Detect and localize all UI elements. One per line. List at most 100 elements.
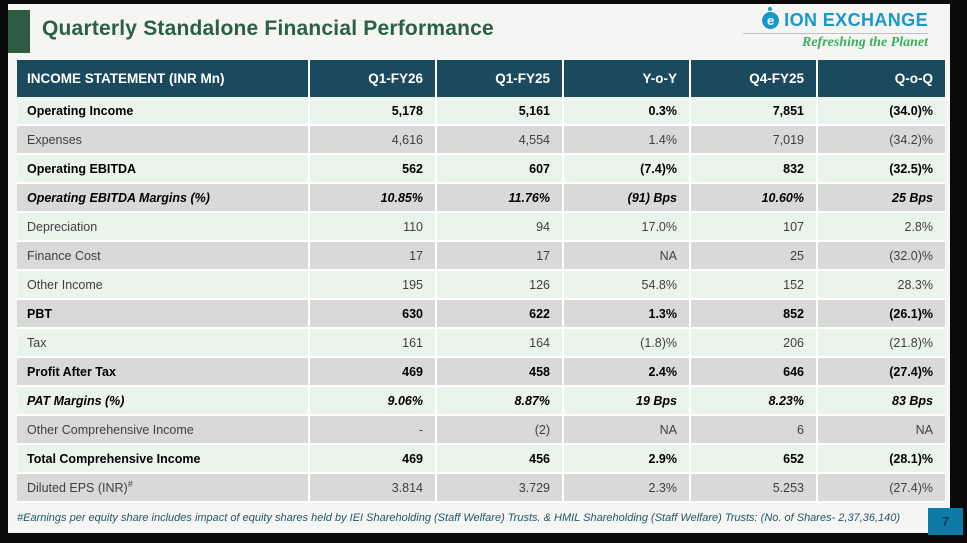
row-label: Expenses [17, 126, 310, 155]
table-cell: 2.8% [818, 213, 945, 242]
table-row: Total Comprehensive Income 469 456 2.9% 652(… [17, 445, 945, 474]
table-row: Operating EBITDA 562 607 (7.4)% 832 (32.5)% [17, 155, 945, 184]
row-label: Depreciation [17, 213, 310, 242]
row-label: PAT Margins (%) [17, 387, 310, 416]
table-cell: 17.0% [564, 213, 691, 242]
table-cell: 0.3% [564, 97, 691, 126]
table-cell: 6 [691, 416, 818, 445]
table-row: PBT 630 622 1.3% 852 (26.1)% [17, 300, 945, 329]
table-cell: 25 Bps [818, 184, 945, 213]
table-cell: 8.87% [437, 387, 564, 416]
table-row: Finance Cost 17 17 NA 25 (32.0)% [17, 242, 945, 271]
slide: Quarterly Standalone Financial Performan… [8, 4, 950, 533]
table-cell: (32.5)% [818, 155, 945, 184]
logo-divider [743, 33, 928, 34]
table-cell: (27.4)% [818, 358, 945, 387]
table-cell: - [310, 416, 437, 445]
table-cell: 164 [437, 329, 564, 358]
table-cell: (28.1)% [818, 445, 945, 474]
row-label: PBT [17, 300, 310, 329]
table-cell: 5,161 [437, 97, 564, 126]
table-cell: 832 [691, 155, 818, 184]
column-header: Q4-FY25 [691, 60, 818, 97]
table-cell: 456 [437, 445, 564, 474]
row-label: Tax [17, 329, 310, 358]
table-cell: 1.3% [564, 300, 691, 329]
table-cell: 3.814 [310, 474, 437, 503]
table-cell: 195 [310, 271, 437, 300]
table-cell: (21.8)% [818, 329, 945, 358]
table-cell: 107 [691, 213, 818, 242]
table-cell: 646 [691, 358, 818, 387]
table-cell: NA [564, 416, 691, 445]
table-cell: (2) [437, 416, 564, 445]
table-cell: 7,851 [691, 97, 818, 126]
table-cell: (91) Bps [564, 184, 691, 213]
table-cell: 5,178 [310, 97, 437, 126]
footnote: #Earnings per equity share includes impa… [17, 512, 901, 524]
table-cell: 7,019 [691, 126, 818, 155]
table-cell: (7.4)% [564, 155, 691, 184]
table-row: Expenses 4,616 4,554 1.4% 7,019 (34.2)% [17, 126, 945, 155]
table-cell: 10.85% [310, 184, 437, 213]
table-cell: 9.06% [310, 387, 437, 416]
table-cell: 17 [437, 242, 564, 271]
table-row: PAT Margins (%) 9.06% 8.87% 19 Bps 8.23% 83 B… [17, 387, 945, 416]
table-cell: 152 [691, 271, 818, 300]
table-cell: 17 [310, 242, 437, 271]
table-cell: 2.4% [564, 358, 691, 387]
logo-name: ION EXCHANGE [784, 10, 928, 30]
column-header: Q-o-Q [818, 60, 945, 97]
ion-exchange-e-icon: e [762, 7, 780, 29]
table-cell: 11.76% [437, 184, 564, 213]
table-body: Operating Income 5,178 5,161 0.3% 7,851 (34.0… [17, 97, 945, 503]
table-cell: (26.1)% [818, 300, 945, 329]
table-row: Operating EBITDA Margins (%) 10.85% 11.76%… [17, 184, 945, 213]
company-logo: e ION EXCHANGE Refreshing the Planet [708, 7, 928, 51]
table-cell: 469 [310, 358, 437, 387]
table-cell: 54.8% [564, 271, 691, 300]
table-cell: 10.60% [691, 184, 818, 213]
page-title: Quarterly Standalone Financial Performan… [42, 17, 494, 40]
table-cell: 469 [310, 445, 437, 474]
table-cell: 83 Bps [818, 387, 945, 416]
table-cell: 28.3% [818, 271, 945, 300]
column-header: Q1-FY26 [310, 60, 437, 97]
row-label: Operating EBITDA Margins (%) [17, 184, 310, 213]
table-row: Operating Income 5,178 5,161 0.3% 7,851 (34.0… [17, 97, 945, 126]
table-cell: (34.2)% [818, 126, 945, 155]
table-cell: 206 [691, 329, 818, 358]
table-row: Depreciation 110 94 17.0% 107 2.8% [17, 213, 945, 242]
column-header: Y-o-Y [564, 60, 691, 97]
table-cell: (34.0)% [818, 97, 945, 126]
table-cell: 5.253 [691, 474, 818, 503]
table-cell: NA [564, 242, 691, 271]
table-cell: NA [818, 416, 945, 445]
table-cell: 630 [310, 300, 437, 329]
table-cell: 852 [691, 300, 818, 329]
table-cell: 3.729 [437, 474, 564, 503]
table-cell: 94 [437, 213, 564, 242]
table-row: Other Comprehensive Income - (2) NA 6 NA [17, 416, 945, 445]
table-cell: 2.3% [564, 474, 691, 503]
page-number-badge: 7 [928, 508, 963, 535]
table-cell: 19 Bps [564, 387, 691, 416]
row-label: Other Income [17, 271, 310, 300]
table-cell: 562 [310, 155, 437, 184]
table-cell: 126 [437, 271, 564, 300]
table-cell: (1.8)% [564, 329, 691, 358]
table-cell: 607 [437, 155, 564, 184]
table-cell: 4,616 [310, 126, 437, 155]
row-label: Operating Income [17, 97, 310, 126]
table-cell: 25 [691, 242, 818, 271]
table-cell: 1.4% [564, 126, 691, 155]
row-label: Finance Cost [17, 242, 310, 271]
logo-tagline: Refreshing the Planet [801, 35, 928, 50]
table-cell: 2.9% [564, 445, 691, 474]
row-label: Diluted EPS (INR)# [17, 474, 310, 503]
table-row: Diluted EPS (INR)# 3.814 3.729 2.3% 5.253 (27… [17, 474, 945, 503]
table-header-row: INCOME STATEMENT (INR Mn) Q1-FY26 Q1-FY25 Y… [17, 60, 945, 97]
column-header: Q1-FY25 [437, 60, 564, 97]
table-row: Profit After Tax 469 458 2.4% 646 (27.4)% [17, 358, 945, 387]
table-cell: 4,554 [437, 126, 564, 155]
